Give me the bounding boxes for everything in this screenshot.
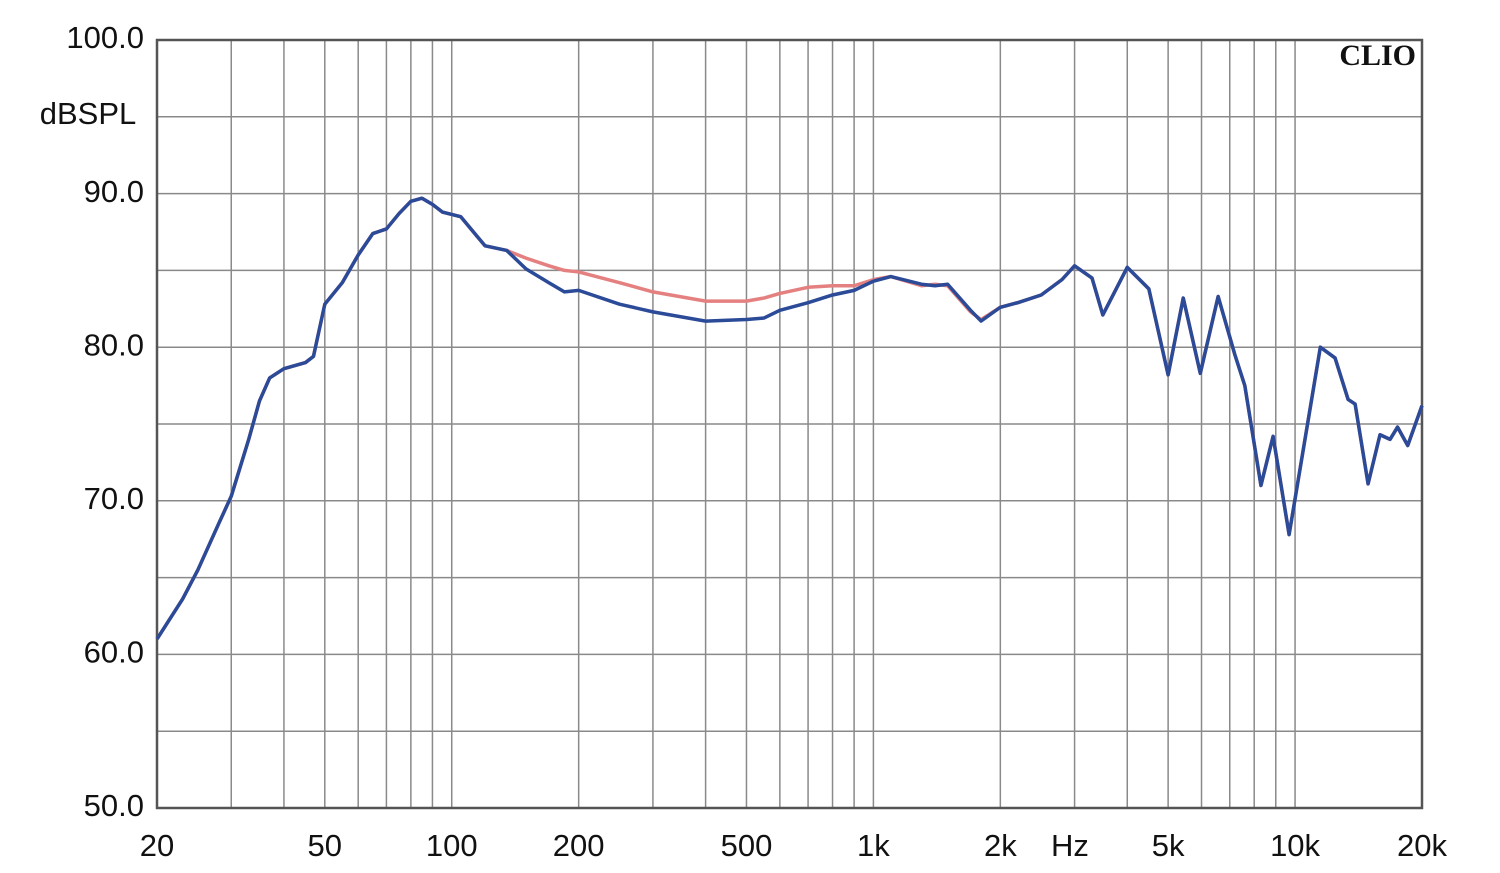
x-tick-label: 2k (984, 828, 1017, 863)
line-series (155, 196, 1424, 640)
x-tick-label: 1k (857, 828, 890, 863)
y-tick-label: 50.0 (84, 788, 144, 823)
y-axis-label: dBSPL (40, 96, 137, 131)
y-tick-label: 60.0 (84, 635, 144, 670)
x-tick-label: 100 (426, 828, 478, 863)
x-tick-label: 500 (721, 828, 773, 863)
x-tick-label: 20 (140, 828, 174, 863)
x-tick-label: 10k (1270, 828, 1320, 863)
watermark: CLIO (1339, 39, 1416, 72)
y-tick-label: 90.0 (84, 174, 144, 209)
x-tick-label: 50 (308, 828, 342, 863)
x-tick-label: 5k (1152, 828, 1185, 863)
x-tick-label: 200 (553, 828, 605, 863)
y-tick-label: 70.0 (84, 481, 144, 516)
line-series (155, 196, 1424, 640)
y-tick-label: 80.0 (84, 327, 144, 362)
x-axis-label: Hz (1051, 828, 1089, 863)
y-tick-label: 100.0 (66, 20, 144, 55)
x-tick-label: 20k (1397, 828, 1447, 863)
plot-frame (155, 38, 1424, 810)
